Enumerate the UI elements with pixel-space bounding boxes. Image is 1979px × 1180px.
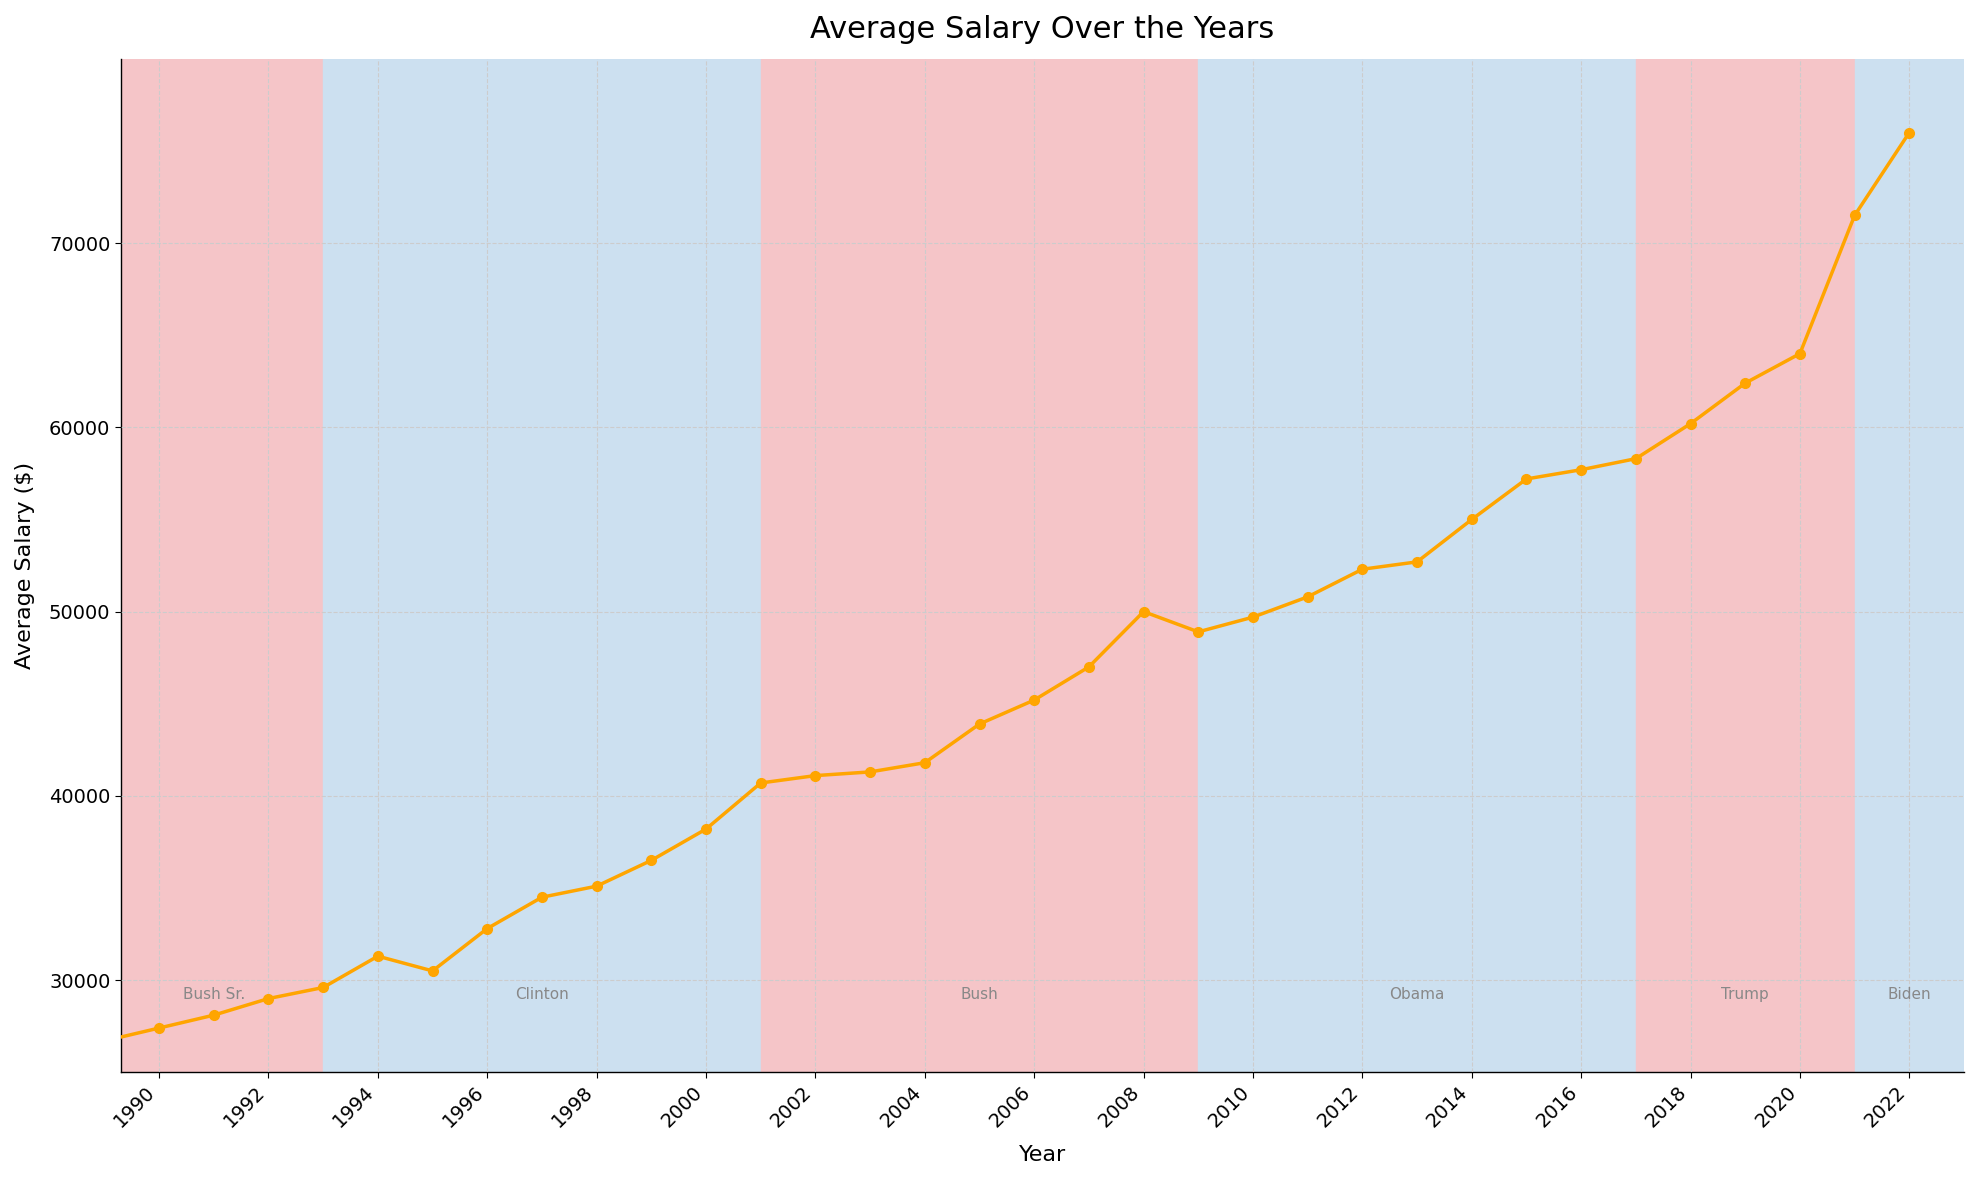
Text: Obama: Obama (1389, 988, 1445, 1002)
Text: Bush Sr.: Bush Sr. (182, 988, 245, 1002)
Bar (760, 59, 1197, 1073)
Bar (1197, 59, 1637, 1073)
Text: Biden: Biden (1888, 988, 1932, 1002)
Text: Trump: Trump (1722, 988, 1769, 1002)
Y-axis label: Average Salary ($): Average Salary ($) (16, 463, 36, 669)
X-axis label: Year: Year (1019, 1145, 1067, 1165)
Bar (105, 59, 323, 1073)
Text: Bush: Bush (960, 988, 997, 1002)
Bar (323, 59, 760, 1073)
Title: Average Salary Over the Years: Average Salary Over the Years (809, 15, 1274, 44)
Bar (1637, 59, 1854, 1073)
Text: Clinton: Clinton (515, 988, 568, 1002)
Bar (1854, 59, 1963, 1073)
